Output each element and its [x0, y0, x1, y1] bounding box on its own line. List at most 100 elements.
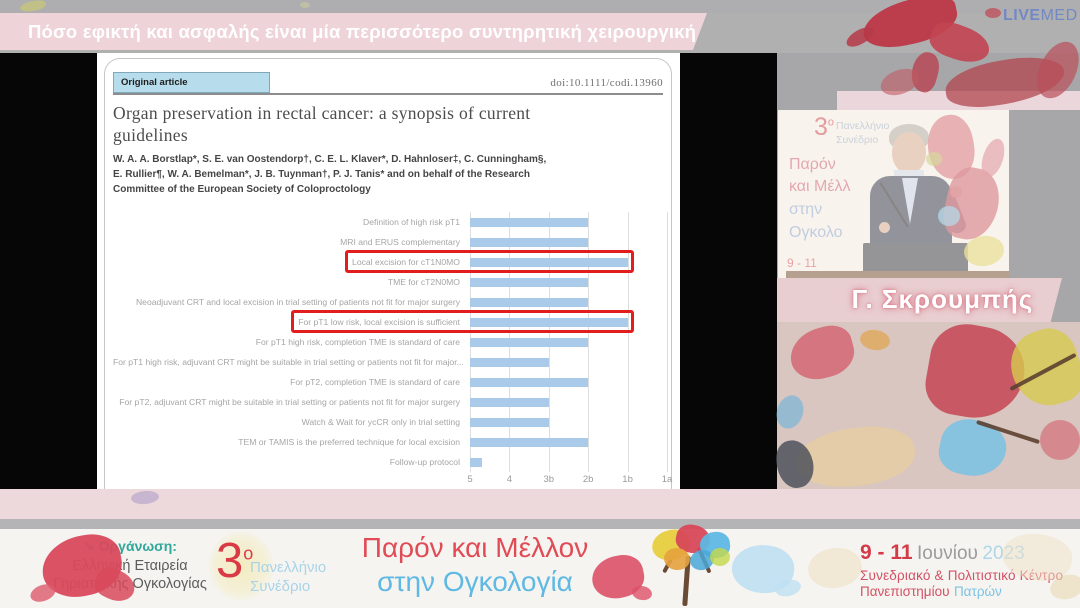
- chart-bar: [470, 357, 549, 367]
- chart-bar: [470, 377, 589, 387]
- paint-splatter: [710, 548, 730, 566]
- speaker-webcam: 3ο Πανελλήνιο Συνέδριο Παρόν και Μέλλ στ…: [778, 110, 1009, 278]
- slide-video-area: Original article doi:10.1111/codi.13960 …: [0, 53, 1080, 499]
- speaker-hand: [879, 222, 890, 233]
- chart-row: MRI and ERUS complementary: [113, 232, 677, 252]
- chart-row: Definition of high risk pT1: [113, 212, 677, 232]
- x-axis-tick: 3b: [543, 474, 555, 485]
- backdrop-dates: 9 - 11: [787, 256, 817, 270]
- chart-bar: [470, 397, 549, 407]
- gridline: [667, 212, 668, 472]
- chart-bar-track: [470, 352, 667, 372]
- authors-line3: Committee of the European Society of Col…: [113, 184, 371, 195]
- chart-bar: [470, 457, 482, 467]
- chart-bar: [470, 297, 589, 307]
- congress-subtitle-line2: Συνέδριο: [250, 577, 311, 595]
- chart-category-label: For pT2, completion TME is standard of c…: [290, 377, 460, 387]
- article-title-line1: Organ preservation in rectal cancer: a s…: [113, 103, 531, 123]
- x-axis-tick: 2b: [582, 474, 594, 485]
- chart-category-label: For pT1 high risk, adjuvant CRT might be…: [113, 357, 464, 367]
- paint-splatter: [300, 2, 310, 8]
- chart-bar-track: [470, 332, 667, 352]
- red-highlight-box: [345, 250, 634, 273]
- authors-line2: E. Rullier¶, W. A. Bemelman*, J. B. Tuyn…: [113, 169, 530, 180]
- chart-bar-track: [470, 372, 667, 392]
- backdrop-paint-splatter: [938, 206, 960, 226]
- video-pink-wash: [778, 110, 1009, 278]
- speaker-face: [892, 132, 926, 174]
- chart-rows: Definition of high risk pT1 MRI and ERUS …: [113, 212, 677, 472]
- presentation-slide: Original article doi:10.1111/codi.13960 …: [97, 53, 680, 499]
- chart-row: Neoadjuvant CRT and local excision in tr…: [113, 292, 677, 312]
- backdrop-text: Ογκολο: [789, 224, 843, 241]
- chart-bar-track: [470, 412, 667, 432]
- chart-bar-track: [470, 212, 667, 232]
- chart-bar-track: [470, 432, 667, 452]
- chart-row: For pT1 high risk, adjuvant CRT might be…: [113, 352, 677, 372]
- article-authors: W. A. A. Borstlap*, S. E. van Oostendorp…: [113, 152, 658, 197]
- chart-category-label: For pT1 high risk, completion TME is sta…: [255, 337, 460, 347]
- article-type-badge: Original article: [113, 72, 270, 93]
- backdrop-text: στην: [789, 201, 823, 218]
- authors-line1: W. A. A. Borstlap*, S. E. van Oostendorp…: [113, 154, 547, 165]
- speaker-panel: 3ο Πανελλήνιο Συνέδριο Παρόν και Μέλλ στ…: [777, 53, 1080, 489]
- speaker-name-band: Γ. Σκρουμπής: [777, 278, 1062, 322]
- chart-bar: [470, 417, 549, 427]
- chart-category-label: Neoadjuvant CRT and local excision in tr…: [135, 297, 460, 307]
- gridline: [627, 212, 629, 472]
- chart-bar-track: [470, 312, 667, 332]
- chart-row: For pT2, adjuvant CRT might be suitable …: [113, 392, 677, 412]
- letterbox-left: [0, 53, 97, 489]
- chart-bar-track: [470, 232, 667, 252]
- chart-row: TME for cT2N0MO: [113, 272, 677, 292]
- speaker-name: Γ. Σκρουμπής: [851, 284, 1034, 314]
- red-highlight-box: [291, 310, 634, 333]
- backdrop-text: και Μέλλ: [789, 178, 851, 195]
- x-axis-tick: 4: [506, 474, 513, 485]
- x-axis-tick: 5: [467, 474, 473, 485]
- livemed-logo-med: MED: [1040, 7, 1078, 24]
- chart-x-axis: 5 4 3b 2b 1b 1a: [467, 474, 672, 488]
- article-title-line2: guidelines: [113, 124, 188, 145]
- session-title: Πόσο εφικτή και ασφαλής είναι μία περισσ…: [28, 21, 818, 42]
- chart-bar-track: [470, 452, 667, 472]
- congress-title-line2: στην Ογκολογία: [377, 565, 573, 597]
- chart-category-label: For pT1 low risk, local excision is suff…: [298, 317, 460, 327]
- chart-bar: [470, 237, 589, 247]
- header-rule: [113, 93, 663, 95]
- article-doi: doi:10.1111/codi.13960: [550, 77, 663, 89]
- article-title: Organ preservation in rectal cancer: a s…: [113, 103, 658, 147]
- gridline: [588, 212, 590, 472]
- chart-bar-track: [470, 392, 667, 412]
- x-axis-tick: 1a: [661, 474, 673, 485]
- pink-divider-strip: [0, 489, 1080, 519]
- chart-row: For pT1 high risk, completion TME is sta…: [113, 332, 677, 352]
- chart-bar-track: [470, 292, 667, 312]
- chart-bar: [470, 217, 589, 227]
- chart-row: Watch & Wait for ycCR only in trial sett…: [113, 412, 677, 432]
- chart-bar: [470, 257, 628, 267]
- backdrop-text: Παρόν: [789, 156, 836, 173]
- congress-subtitle: Πανελλήνιο Συνέδριο: [250, 559, 326, 597]
- podium-laptop: [863, 243, 968, 273]
- chart-row: For pT2, completion TME is standard of c…: [113, 372, 677, 392]
- congress-dates: 9 - 11 Ιουνίου 2023: [860, 541, 1025, 564]
- paint-splatter: [985, 8, 1001, 18]
- chart-row: TEM or TAMIS is the preferred technique …: [113, 432, 677, 452]
- podium-edge: [786, 271, 1009, 278]
- chart-category-label: Watch & Wait for ycCR only in trial sett…: [301, 417, 460, 427]
- chart-category-label: For pT2, adjuvant CRT might be suitable …: [119, 397, 460, 407]
- chart-row: Local excision for cT1N0MO: [113, 250, 677, 273]
- gray-divider-strip: [0, 519, 1080, 529]
- guidelines-chart: Definition of high risk pT1 MRI and ERUS …: [113, 212, 677, 502]
- backdrop-text: Συνέδριο: [836, 134, 879, 146]
- chart-category-label: Definition of high risk pT1: [363, 217, 460, 227]
- livemed-logo-live: LIVE: [1003, 7, 1041, 24]
- chart-category-label: MRI and ERUS complementary: [340, 237, 460, 247]
- chart-row: Follow-up protocol: [113, 452, 677, 472]
- chart-bar-track: [470, 252, 667, 272]
- chart-bar: [470, 437, 589, 447]
- session-title-banner: Πόσο εφικτή και ασφαλής είναι μία περισσ…: [0, 13, 707, 50]
- yellow-blob-decoration: [208, 531, 274, 601]
